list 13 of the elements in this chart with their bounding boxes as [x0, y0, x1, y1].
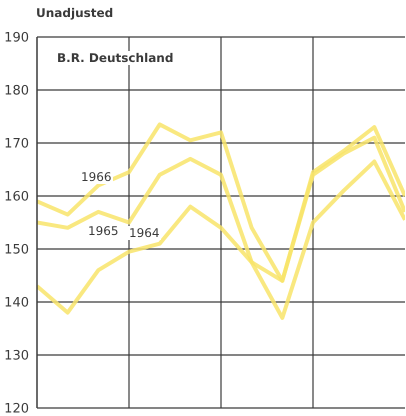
text: B.R. Deutschland	[55, 51, 176, 65]
y-tick-label: 120	[4, 402, 29, 416]
y-axis-title: Unadjusted	[36, 6, 114, 20]
annotation: 1966	[80, 170, 113, 184]
y-tick-label: 140	[4, 296, 29, 311]
y-tick-label: 130	[4, 348, 29, 364]
y-tick-label: 160	[4, 190, 29, 205]
annotation: 1965	[87, 224, 120, 238]
y-tick-label: 170	[4, 136, 29, 152]
y-tick-label: 180	[4, 84, 29, 99]
annotation: 1964	[128, 226, 161, 240]
y-tick-label: 150	[4, 242, 29, 258]
y-tick-label: 190	[4, 30, 29, 46]
